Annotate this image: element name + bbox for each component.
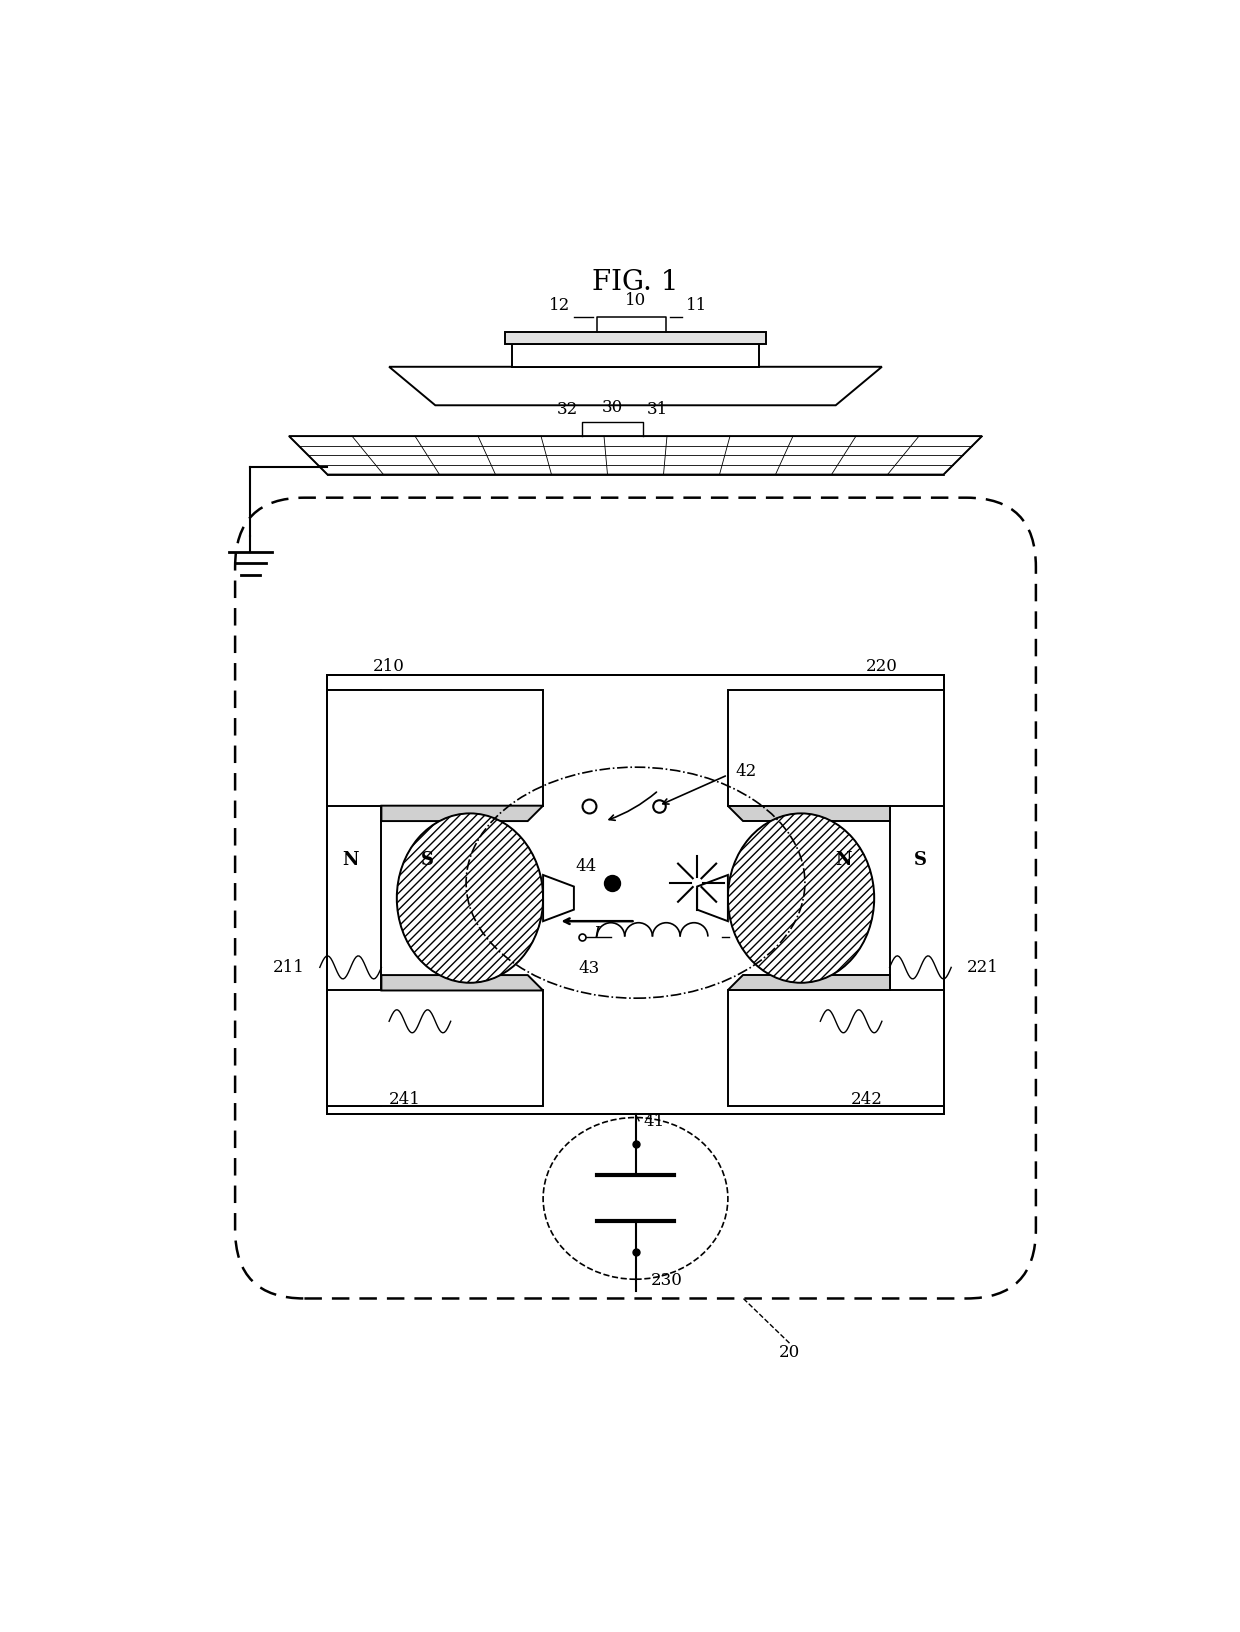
Polygon shape bbox=[327, 690, 382, 1106]
Text: 30: 30 bbox=[601, 400, 622, 416]
Text: N: N bbox=[342, 850, 358, 868]
Polygon shape bbox=[512, 344, 759, 367]
Ellipse shape bbox=[397, 813, 543, 982]
Text: FIG. 1: FIG. 1 bbox=[593, 269, 678, 295]
Text: S: S bbox=[422, 850, 434, 868]
Text: 241: 241 bbox=[388, 1090, 420, 1108]
Polygon shape bbox=[382, 806, 543, 821]
Polygon shape bbox=[505, 333, 766, 344]
Polygon shape bbox=[728, 991, 944, 1106]
Polygon shape bbox=[728, 974, 889, 991]
Text: 221: 221 bbox=[967, 960, 998, 976]
Polygon shape bbox=[327, 674, 944, 1113]
Text: N: N bbox=[836, 850, 852, 868]
Text: 10: 10 bbox=[625, 292, 646, 308]
Text: I: I bbox=[594, 925, 600, 942]
Text: 44: 44 bbox=[575, 858, 596, 875]
Polygon shape bbox=[382, 974, 543, 991]
Text: S: S bbox=[914, 850, 928, 868]
Text: 230: 230 bbox=[651, 1271, 683, 1289]
Text: 43: 43 bbox=[579, 960, 600, 976]
Polygon shape bbox=[728, 806, 889, 821]
Polygon shape bbox=[728, 690, 944, 806]
Polygon shape bbox=[389, 367, 882, 405]
Polygon shape bbox=[327, 690, 543, 806]
Polygon shape bbox=[327, 991, 543, 1106]
Text: 211: 211 bbox=[273, 960, 304, 976]
Text: 210: 210 bbox=[373, 658, 405, 674]
Text: 42: 42 bbox=[735, 762, 756, 780]
Polygon shape bbox=[543, 875, 574, 920]
Text: 11: 11 bbox=[686, 297, 707, 315]
Polygon shape bbox=[889, 690, 944, 1106]
Polygon shape bbox=[697, 875, 728, 920]
Ellipse shape bbox=[728, 813, 874, 982]
Text: 41: 41 bbox=[644, 1113, 665, 1129]
Text: 32: 32 bbox=[557, 401, 578, 418]
Text: 20: 20 bbox=[779, 1343, 800, 1361]
Text: 242: 242 bbox=[851, 1090, 883, 1108]
Text: 12: 12 bbox=[549, 297, 570, 315]
Text: 31: 31 bbox=[647, 401, 668, 418]
Polygon shape bbox=[289, 436, 982, 475]
Text: 220: 220 bbox=[866, 658, 898, 674]
